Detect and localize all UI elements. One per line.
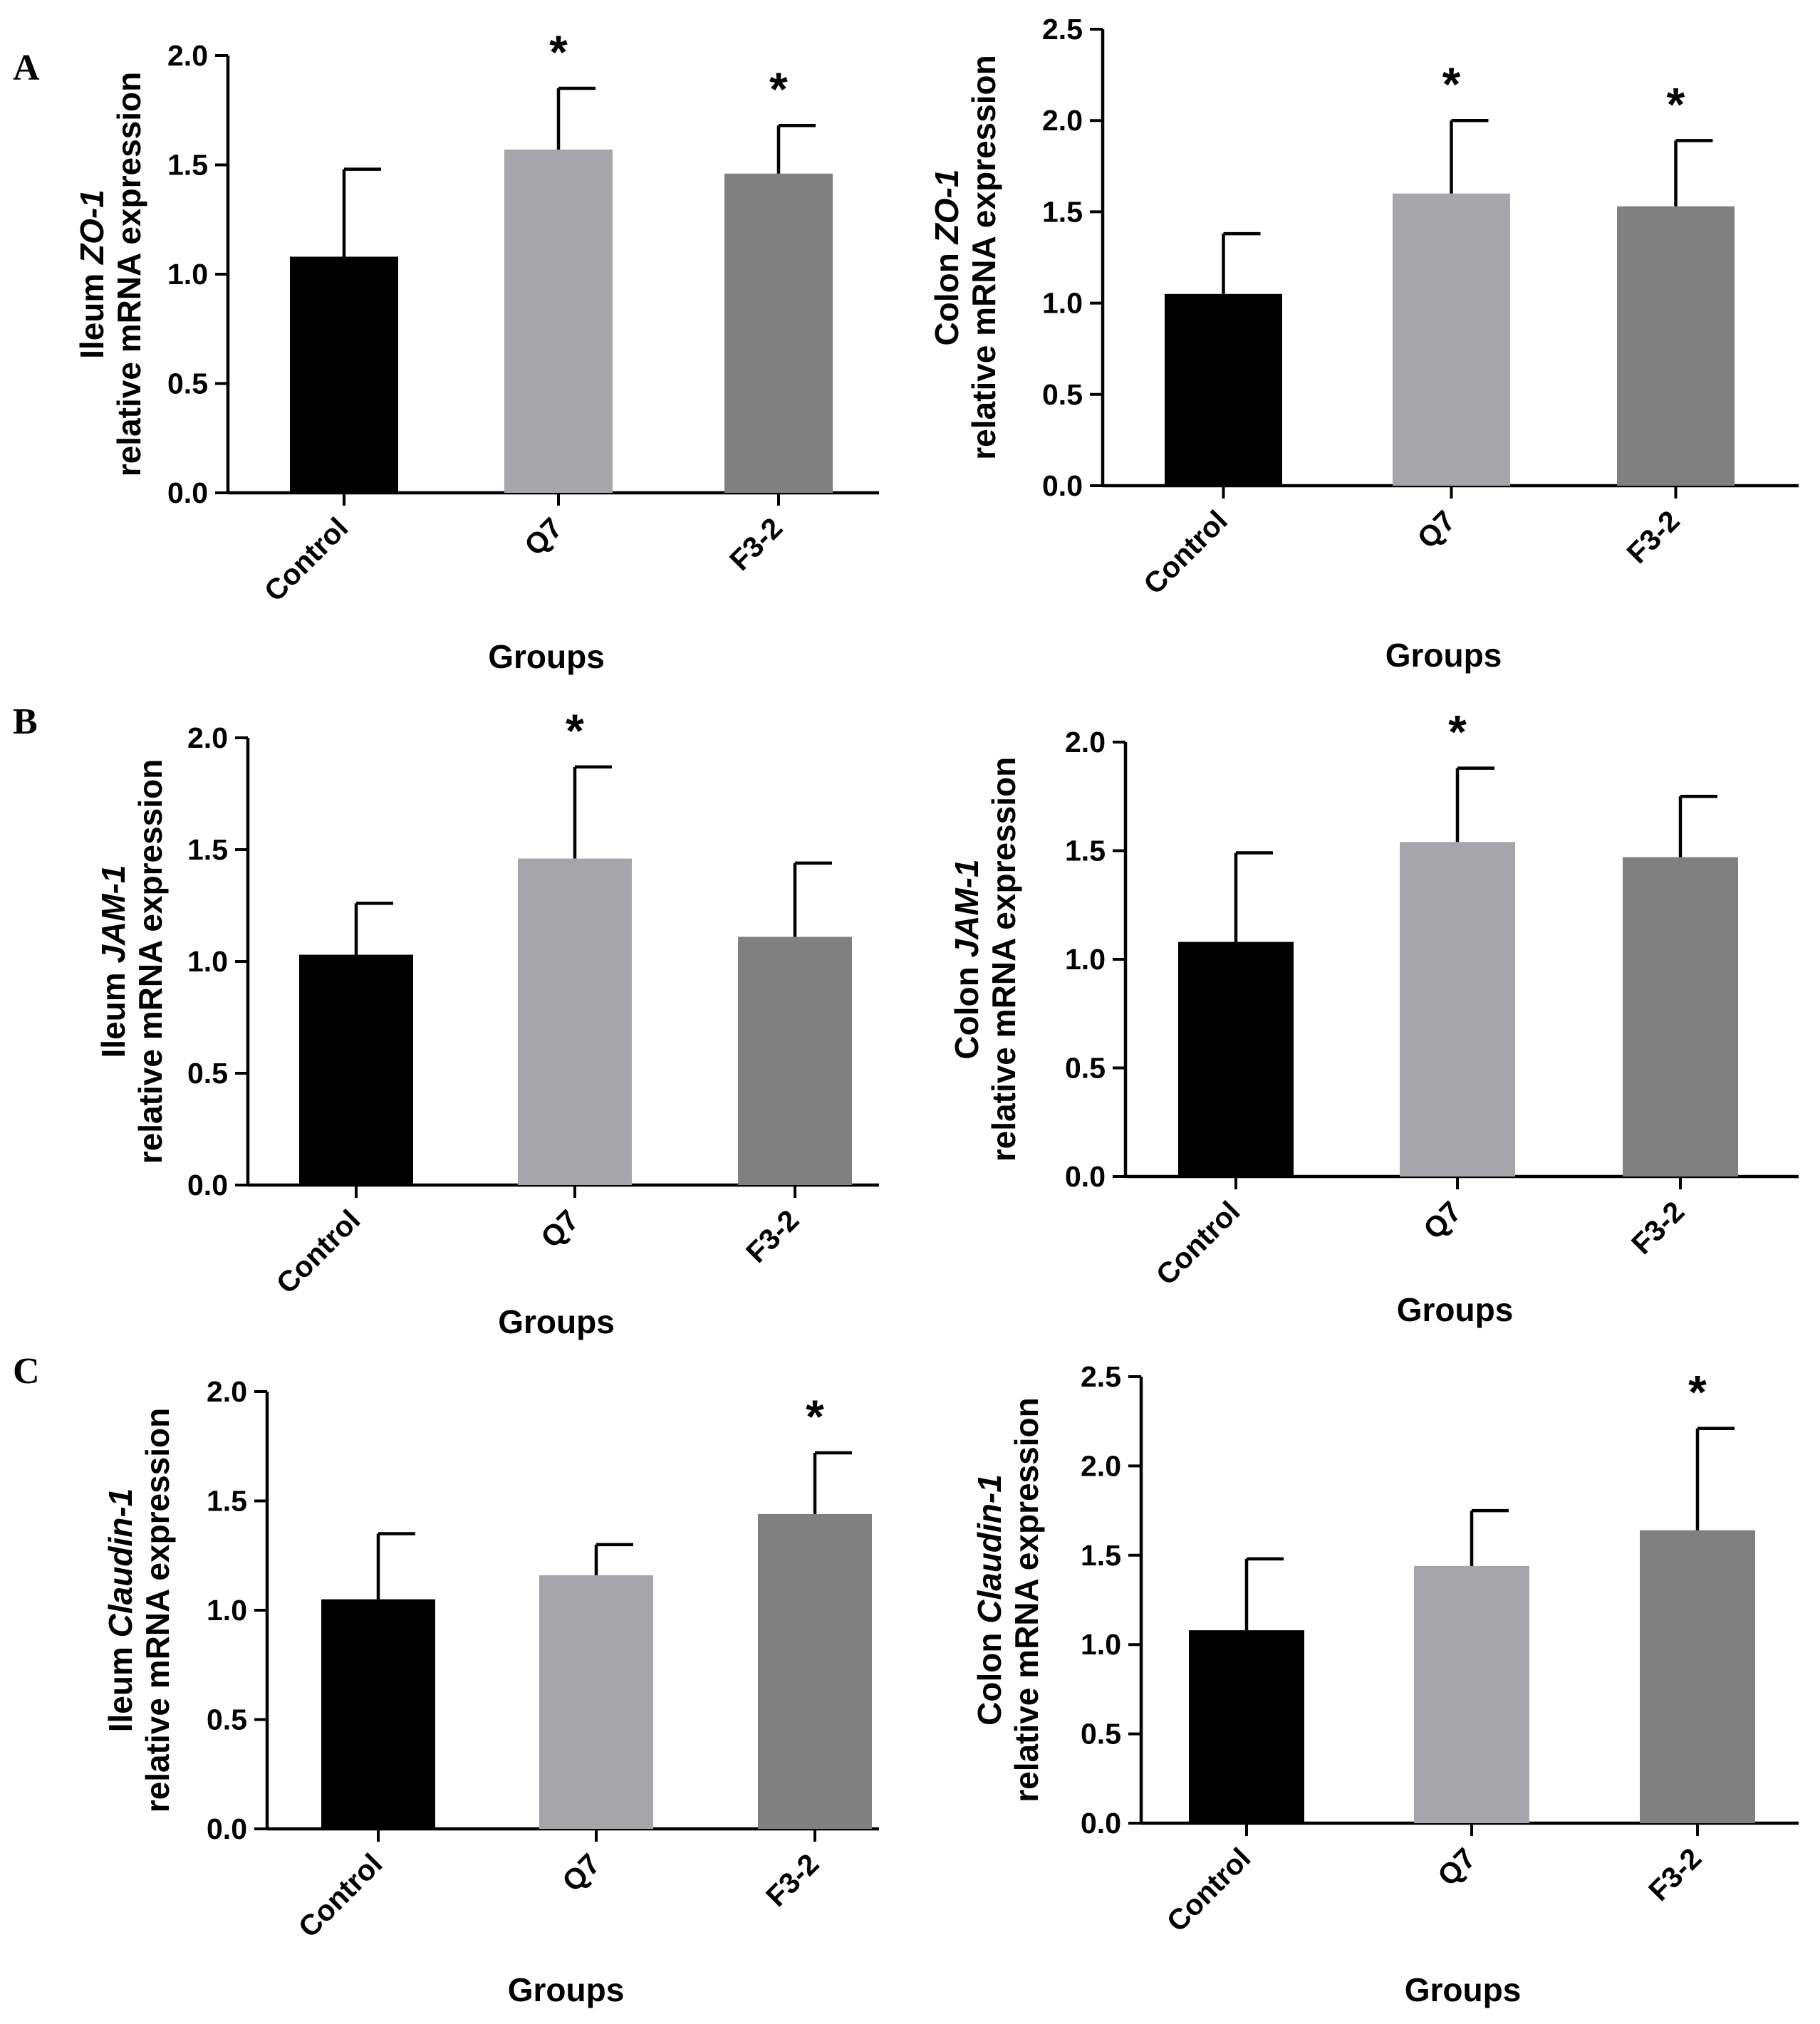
- significance-mark: *: [566, 704, 584, 757]
- y-axis-title-line2: relative mRNA expression: [965, 55, 1002, 459]
- y-axis-title-line2: relative mRNA expression: [132, 759, 169, 1164]
- y-tick-label: 1.0: [1065, 943, 1106, 976]
- y-tick-label: 2.0: [1042, 104, 1083, 137]
- significance-mark: *: [1688, 1366, 1707, 1419]
- bar-q7: [518, 858, 632, 1185]
- x-axis-title: Groups: [508, 1971, 625, 2008]
- y-axis-title-line2: relative mRNA expression: [139, 1408, 176, 1812]
- significance-mark: *: [549, 26, 568, 78]
- bar-q7: [1400, 842, 1515, 1177]
- significance-mark: *: [1448, 706, 1467, 758]
- y-tick-label: 1.5: [207, 1485, 247, 1518]
- y-axis-title-line2: relative mRNA expression: [1008, 1397, 1045, 1802]
- x-axis-title: Groups: [1405, 1971, 1522, 2008]
- y-tick-label: 1.5: [1042, 195, 1083, 228]
- y-tick-label: 0.0: [207, 1812, 247, 1845]
- y-tick-label: 2.5: [1081, 1360, 1121, 1393]
- y-axis-title: Ileum JAM-1: [95, 865, 132, 1058]
- significance-mark: *: [806, 1390, 824, 1443]
- y-tick-label: 0.0: [187, 1169, 228, 1201]
- bar-control: [290, 256, 398, 493]
- x-axis-title: Groups: [1385, 637, 1502, 674]
- y-tick-label: 2.0: [1065, 726, 1106, 758]
- bar-q7: [504, 150, 613, 493]
- y-axis-title-line2: relative mRNA expression: [110, 72, 147, 476]
- bar-control: [321, 1599, 435, 1829]
- bar-f3-2: [1640, 1530, 1755, 1823]
- bar-control: [1178, 941, 1294, 1177]
- y-tick-label: 2.0: [187, 721, 228, 754]
- y-tick-label: 2.5: [1042, 13, 1083, 46]
- panel-letter: A: [13, 48, 40, 88]
- y-tick-label: 2.0: [207, 1375, 247, 1408]
- y-tick-label: 0.0: [167, 476, 208, 509]
- y-tick-label: 0.5: [207, 1704, 247, 1736]
- bar-f3-2: [1617, 206, 1735, 486]
- y-tick-label: 0.5: [1065, 1052, 1106, 1085]
- y-tick-label: 0.5: [1081, 1718, 1121, 1751]
- bar-control: [1165, 293, 1282, 486]
- y-axis-title: Ileum ZO-1: [73, 189, 110, 359]
- panel-letter: B: [13, 701, 38, 742]
- significance-mark: *: [1442, 58, 1461, 110]
- y-tick-label: 0.0: [1042, 469, 1083, 502]
- x-axis-title: Groups: [1397, 1291, 1514, 1328]
- y-tick-label: 2.0: [167, 39, 208, 72]
- y-tick-label: 0.0: [1065, 1160, 1106, 1193]
- y-axis-title: Colon Claudin-1: [971, 1474, 1008, 1726]
- y-axis-title: Ileum Claudin-1: [102, 1488, 139, 1733]
- y-axis-title-line2: relative mRNA expression: [985, 757, 1022, 1162]
- bar-f3-2: [738, 937, 852, 1185]
- y-tick-label: 1.0: [207, 1594, 247, 1627]
- bar-f3-2: [724, 173, 833, 493]
- y-tick-label: 1.0: [167, 258, 208, 291]
- x-axis-title: Groups: [488, 638, 605, 675]
- y-tick-label: 0.5: [187, 1057, 228, 1090]
- chart-panel-1: A0.00.51.01.52.0Control*Q7*F3-2GroupsIle…: [13, 26, 879, 675]
- significance-mark: *: [1667, 78, 1685, 130]
- y-axis-title: Colon ZO-1: [928, 169, 965, 346]
- y-tick-label: 0.0: [1081, 1807, 1121, 1840]
- bar-control: [1189, 1630, 1304, 1823]
- bar-q7: [539, 1575, 653, 1829]
- bar-q7: [1393, 193, 1510, 486]
- y-tick-label: 2.0: [1081, 1449, 1121, 1482]
- y-tick-label: 0.5: [167, 367, 208, 400]
- y-axis-title: Colon JAM-1: [948, 859, 985, 1059]
- bar-control: [299, 954, 413, 1185]
- y-tick-label: 1.5: [1081, 1539, 1121, 1572]
- bar-f3-2: [1623, 857, 1738, 1177]
- y-tick-label: 1.0: [1081, 1628, 1121, 1661]
- y-tick-label: 1.0: [1042, 287, 1083, 320]
- y-tick-label: 0.5: [1042, 378, 1083, 411]
- x-axis-title: Groups: [498, 1303, 615, 1340]
- y-tick-label: 1.0: [187, 945, 228, 978]
- y-tick-label: 1.5: [167, 149, 208, 182]
- y-tick-label: 1.5: [1065, 835, 1106, 867]
- bar-f3-2: [758, 1513, 872, 1829]
- panel-letter: C: [13, 1351, 40, 1392]
- y-tick-label: 1.5: [187, 833, 228, 866]
- significance-mark: *: [769, 63, 788, 115]
- bar-q7: [1414, 1565, 1529, 1823]
